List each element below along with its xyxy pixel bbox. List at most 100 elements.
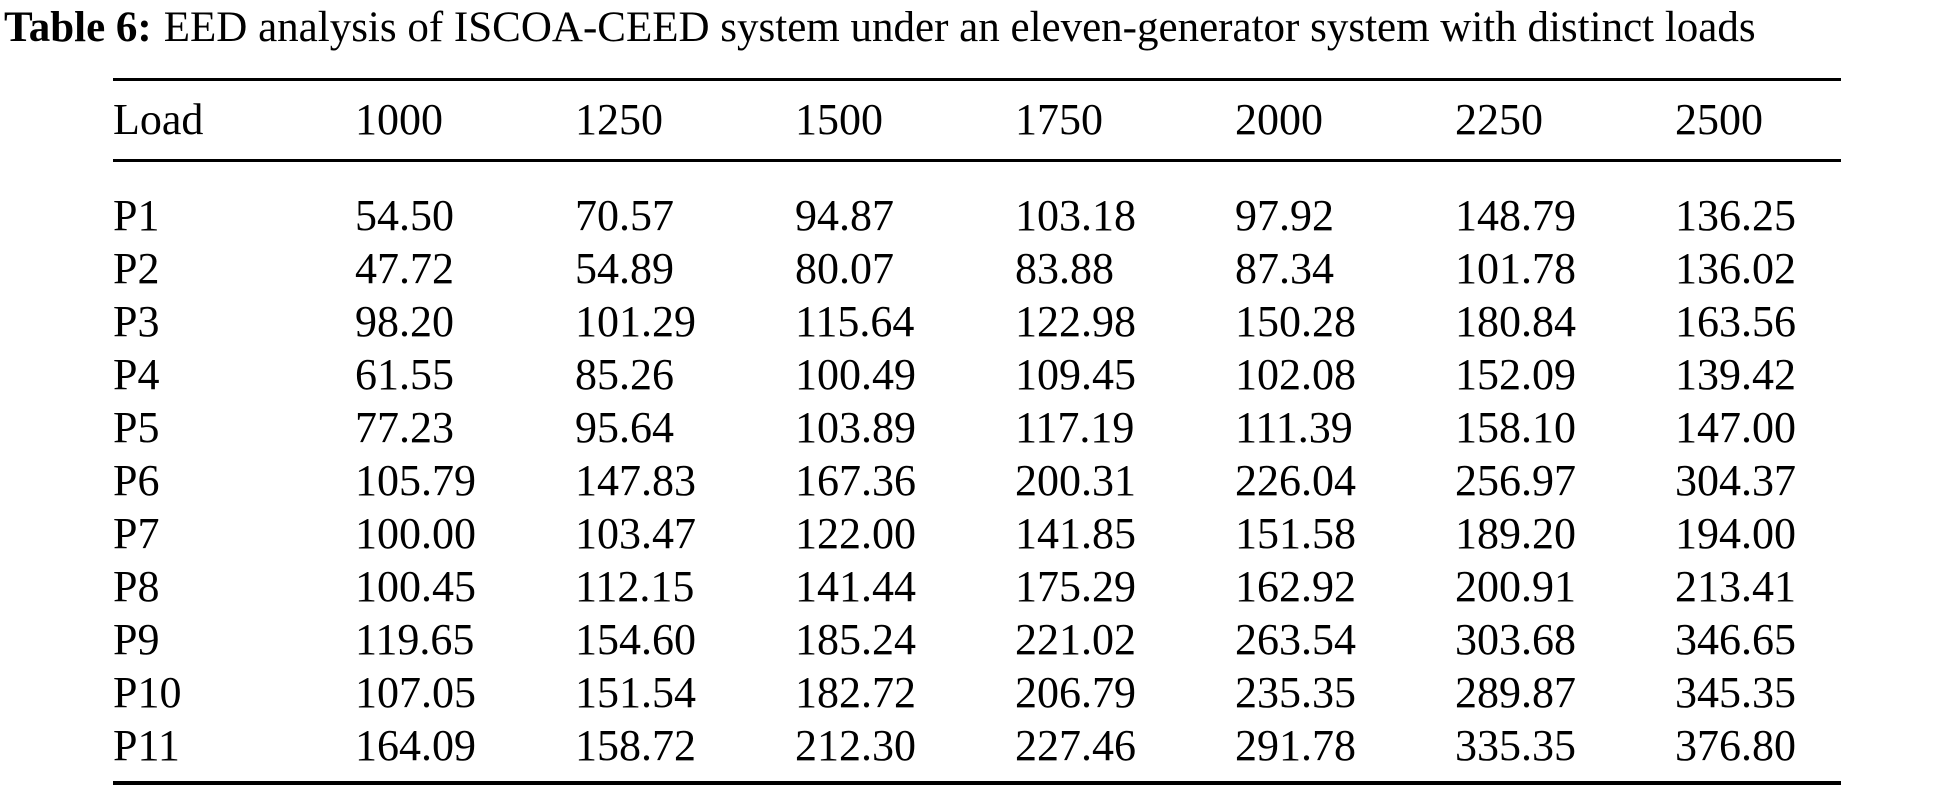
value-cell: 154.60 (575, 615, 696, 664)
table-caption-text: EED analysis of ISCOA-CEED system under … (163, 4, 1756, 51)
column-header-1500: 1500 (795, 95, 883, 144)
value-cell: 226.04 (1235, 456, 1356, 505)
value-cell: 101.29 (575, 297, 696, 346)
value-cell: 163.56 (1675, 297, 1796, 346)
value-cell: 194.00 (1675, 509, 1796, 558)
value-cell: 47.72 (355, 244, 454, 293)
value-cell: 105.79 (355, 456, 476, 505)
column-header-1750: 1750 (1015, 95, 1103, 144)
value-cell: 164.09 (355, 721, 476, 770)
value-cell: 180.84 (1455, 297, 1576, 346)
table-caption-label: Table 6: (4, 4, 152, 51)
value-cell: 304.37 (1675, 456, 1796, 505)
table-row: P10 107.05 151.54 182.72 206.79 235.35 289.87 3… (113, 666, 1841, 719)
value-cell: 346.65 (1675, 615, 1796, 664)
table-caption: Table 6: EED analysis of ISCOA-CEED syste… (0, 0, 1954, 54)
value-cell: 87.34 (1235, 244, 1334, 293)
value-cell: 98.20 (355, 297, 454, 346)
value-cell: 103.89 (795, 403, 916, 452)
value-cell: 158.72 (575, 721, 696, 770)
value-cell: 291.78 (1235, 721, 1356, 770)
row-label: P7 (113, 509, 160, 558)
row-label: P8 (113, 562, 160, 611)
value-cell: 119.65 (355, 615, 475, 664)
table-row: P7 100.00 103.47 122.00 141.85 151.58 189.20 19… (113, 507, 1841, 560)
value-cell: 141.85 (1015, 509, 1136, 558)
value-cell: 70.57 (575, 191, 674, 240)
row-label: P4 (113, 350, 160, 399)
column-header-2500: 2500 (1675, 95, 1763, 144)
value-cell: 122.98 (1015, 297, 1136, 346)
value-cell: 97.92 (1235, 191, 1334, 240)
row-label: P11 (113, 721, 180, 770)
value-cell: 167.36 (795, 456, 916, 505)
value-cell: 85.26 (575, 350, 674, 399)
value-cell: 54.89 (575, 244, 674, 293)
value-cell: 227.46 (1015, 721, 1136, 770)
value-cell: 206.79 (1015, 668, 1136, 717)
value-cell: 100.49 (795, 350, 916, 399)
value-cell: 136.25 (1675, 191, 1796, 240)
row-label: P5 (113, 403, 160, 452)
value-cell: 136.02 (1675, 244, 1796, 293)
value-cell: 289.87 (1455, 668, 1576, 717)
eed-analysis-table: Load 1000 1250 1500 1750 2000 2250 2500 P1 54.50… (113, 78, 1841, 785)
table-row: P6 105.79 147.83 167.36 200.31 226.04 256.97 30… (113, 454, 1841, 507)
value-cell: 100.00 (355, 509, 476, 558)
value-cell: 221.02 (1015, 615, 1136, 664)
value-cell: 122.00 (795, 509, 916, 558)
value-cell: 335.35 (1455, 721, 1576, 770)
value-cell: 54.50 (355, 191, 454, 240)
row-label: P6 (113, 456, 160, 505)
column-header-1250: 1250 (575, 95, 663, 144)
value-cell: 141.44 (795, 562, 916, 611)
table-body: P1 54.50 70.57 94.87 103.18 97.92 148.79 136.25… (113, 161, 1841, 784)
value-cell: 83.88 (1015, 244, 1114, 293)
value-cell: 117.19 (1015, 403, 1135, 452)
row-label: P2 (113, 244, 160, 293)
value-cell: 200.91 (1455, 562, 1576, 611)
value-cell: 112.15 (575, 562, 695, 611)
table-row: P8 100.45 112.15 141.44 175.29 162.92 200.91 21… (113, 560, 1841, 613)
row-label: P3 (113, 297, 160, 346)
value-cell: 175.29 (1015, 562, 1136, 611)
column-header-load: Load (113, 95, 204, 144)
value-cell: 303.68 (1455, 615, 1576, 664)
value-cell: 109.45 (1015, 350, 1136, 399)
value-cell: 115.64 (795, 297, 915, 346)
column-header-2000: 2000 (1235, 95, 1323, 144)
value-cell: 103.18 (1015, 191, 1136, 240)
table-row: P4 61.55 85.26 100.49 109.45 102.08 152.09 139.… (113, 348, 1841, 401)
value-cell: 182.72 (795, 668, 916, 717)
value-cell: 200.31 (1015, 456, 1136, 505)
value-cell: 256.97 (1455, 456, 1576, 505)
value-cell: 94.87 (795, 191, 894, 240)
table-row: P1 54.50 70.57 94.87 103.18 97.92 148.79 136.25 (113, 161, 1841, 243)
value-cell: 162.92 (1235, 562, 1356, 611)
value-cell: 189.20 (1455, 509, 1576, 558)
value-cell: 147.00 (1675, 403, 1796, 452)
value-cell: 150.28 (1235, 297, 1356, 346)
row-label: P9 (113, 615, 160, 664)
value-cell: 263.54 (1235, 615, 1356, 664)
column-header-2250: 2250 (1455, 95, 1543, 144)
value-cell: 111.39 (1235, 403, 1353, 452)
value-cell: 139.42 (1675, 350, 1796, 399)
table-header-row: Load 1000 1250 1500 1750 2000 2250 2500 (113, 80, 1841, 161)
value-cell: 151.54 (575, 668, 696, 717)
value-cell: 80.07 (795, 244, 894, 293)
row-label: P1 (113, 191, 160, 240)
value-cell: 158.10 (1455, 403, 1576, 452)
row-label: P10 (113, 668, 182, 717)
table-row: P2 47.72 54.89 80.07 83.88 87.34 101.78 136.02 (113, 242, 1841, 295)
value-cell: 148.79 (1455, 191, 1576, 240)
table-row: P3 98.20 101.29 115.64 122.98 150.28 180.84 163… (113, 295, 1841, 348)
value-cell: 61.55 (355, 350, 454, 399)
value-cell: 151.58 (1235, 509, 1356, 558)
value-cell: 107.05 (355, 668, 476, 717)
table-header: Load 1000 1250 1500 1750 2000 2250 2500 (113, 80, 1841, 161)
value-cell: 213.41 (1675, 562, 1796, 611)
value-cell: 235.35 (1235, 668, 1356, 717)
value-cell: 376.80 (1675, 721, 1796, 770)
